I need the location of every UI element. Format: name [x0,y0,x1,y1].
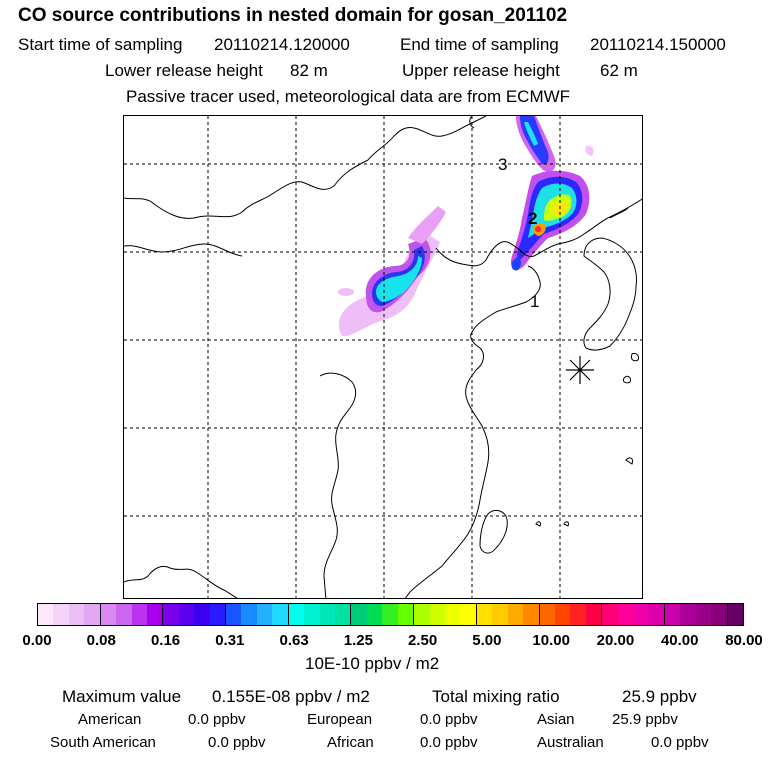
plot-title: CO source contributions in nested domain… [18,5,568,26]
region-name: African [327,734,374,751]
colorbar-segment [711,604,728,625]
colorbar-segment [146,604,164,625]
colorbar-unit: 10E-10 ppbv / m2 [305,654,440,673]
colorbar-tick-label: 40.00 [660,632,699,649]
tracer-note: Passive tracer used, meteorological data… [126,87,571,106]
region-name: European [307,711,373,728]
region-value: 0.0 ppbv [651,734,709,751]
colorbar-tick-label: 1.25 [343,632,373,649]
coastline [124,116,642,598]
colorbar-segment [554,604,571,625]
max-value: 0.155E-08 ppbv / m2 [212,687,370,706]
colorbar-tick-label: 0.31 [215,632,245,649]
region-name: Australian [537,734,604,751]
colorbar-segment [131,604,147,625]
colorbar-segment [366,604,383,625]
region-value: 25.9 ppbv [612,711,678,728]
colorbar-segment [319,604,336,625]
colorbar-tick-label: 0.00 [22,632,52,649]
colorbar-segment [163,604,179,625]
colorbar-tick-label: 10.00 [532,632,570,649]
colorbar-segment [507,604,524,625]
colorbar-segment [100,604,117,625]
colorbar-segment [288,604,305,625]
marker-2: 2 [528,209,537,228]
colorbar-segment [53,604,69,625]
region-value: 0.0 ppbv [188,711,246,728]
colorbar [37,603,744,626]
colorbar-segment [460,604,477,625]
colorbar-segment [695,604,712,625]
colorbar-segment [116,604,132,625]
end-time-value: 20110214.150000 [590,35,726,54]
colorbar-segment [382,604,398,625]
upper-release-value: 62 m [600,61,638,80]
colorbar-segment [585,604,603,625]
colorbar-segment [84,604,101,625]
colorbar-segment [476,604,493,625]
colorbar-segment [304,604,320,625]
lower-release-label: Lower release height [105,61,263,80]
colorbar-tick-label: 20.00 [596,632,635,649]
colorbar-segment [351,604,367,625]
colorbar-segment [226,604,242,625]
lat-lon-grid [124,116,642,598]
map-canvas: 3 2 1 [124,116,642,598]
asterisk-receptor-icon [566,356,594,384]
start-time-label: Start time of sampling [18,35,183,54]
colorbar-segment [648,604,665,625]
colorbar-segment [523,604,540,625]
colorbar-segment [256,604,273,625]
colorbar-segment [178,604,195,625]
region-name: Asian [537,711,575,728]
colorbar-segment [38,604,54,625]
colorbar-tick-label: 0.63 [279,632,309,649]
marker-3: 3 [498,155,507,174]
colorbar-segment [680,604,696,625]
colorbar-segment [444,604,461,625]
colorbar-segment [209,604,227,625]
upper-release-label: Upper release height [402,61,560,80]
colorbar-segment [602,604,618,625]
colorbar-tick-label: 80.00 [725,632,763,649]
colorbar-segment [397,604,415,625]
colorbar-tick-label: 2.50 [408,632,438,649]
colorbar-segment [664,604,681,625]
colorbar-segment [633,604,649,625]
region-value: 0.0 ppbv [420,711,478,728]
region-name: South American [50,734,156,751]
colorbar-tick-label: 0.16 [150,632,181,649]
max-value-label: Maximum value [62,687,182,706]
lower-release-value: 82 m [290,61,328,80]
plume-west [338,206,446,337]
colorbar-segment [68,604,85,625]
colorbar-segment [492,604,508,625]
end-time-label: End time of sampling [400,35,559,54]
total-mixing-value: 25.9 ppbv [622,687,697,706]
colorbar-segment [727,604,743,625]
colorbar-tick-label: 0.08 [86,632,116,649]
colorbar-segment [241,604,257,625]
colorbar-segment [617,604,634,625]
colorbar-segment [414,604,430,625]
colorbar-segment [335,604,352,625]
region-value: 0.0 ppbv [208,734,266,751]
colorbar-tick-label: 5.00 [472,632,502,649]
map-panel: 3 2 1 [123,115,643,599]
colorbar-segment [539,604,555,625]
plume-east [510,116,594,271]
colorbar-segment [272,604,289,625]
marker-1: 1 [530,292,539,311]
colorbar-segment [429,604,445,625]
region-name: American [78,711,142,728]
region-value: 0.0 ppbv [420,734,478,751]
colorbar-segment [570,604,586,625]
colorbar-segment [194,604,210,625]
start-time-value: 20110214.120000 [214,35,350,54]
total-mixing-label: Total mixing ratio [432,687,560,706]
